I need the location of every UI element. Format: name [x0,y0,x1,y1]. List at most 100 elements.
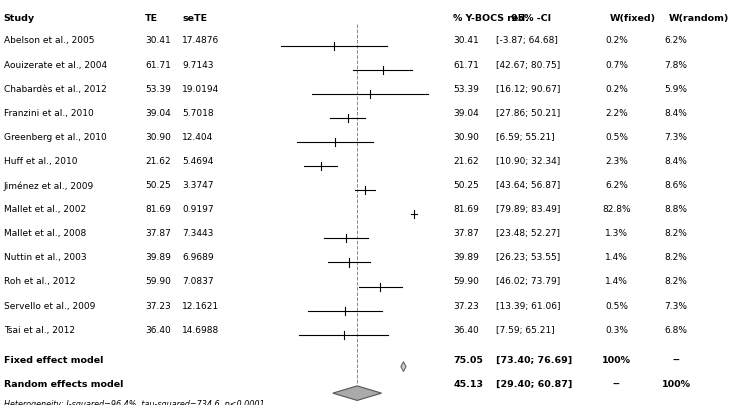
Text: Heterogeneity: I-squared=96.4%, tau-squared=734.6, p<0.0001: Heterogeneity: I-squared=96.4%, tau-squa… [4,400,265,405]
Text: 1.3%: 1.3% [606,229,628,238]
Text: [29.40; 60.87]: [29.40; 60.87] [496,380,573,389]
Text: 30.41: 30.41 [145,36,171,45]
Polygon shape [333,386,381,401]
Text: [6.59; 55.21]: [6.59; 55.21] [496,133,555,142]
Text: 39.04: 39.04 [145,109,171,118]
Text: 1.4%: 1.4% [606,254,628,262]
Text: Franzini et al., 2010: Franzini et al., 2010 [4,109,94,118]
Text: 59.90: 59.90 [145,277,171,286]
Text: 6.2%: 6.2% [606,181,628,190]
Text: TE: TE [145,14,158,23]
Text: 3.3747: 3.3747 [182,181,213,190]
Text: 50.25: 50.25 [145,181,171,190]
Text: 7.3%: 7.3% [665,301,687,311]
Text: --: -- [672,356,680,365]
Text: 6.2%: 6.2% [665,36,687,45]
Text: Fixed effect model: Fixed effect model [4,356,103,365]
Text: 75.05: 75.05 [453,356,483,365]
Text: Random effects model: Random effects model [4,380,123,389]
Text: Servello et al., 2009: Servello et al., 2009 [4,301,95,311]
Text: 8.6%: 8.6% [665,181,687,190]
Text: 2.3%: 2.3% [606,157,628,166]
Text: 45.13: 45.13 [453,380,483,389]
Text: 8.2%: 8.2% [665,254,687,262]
Text: 7.8%: 7.8% [665,61,687,70]
Text: 21.62: 21.62 [145,157,170,166]
Text: [23.48; 52.27]: [23.48; 52.27] [496,229,560,238]
Text: 7.3443: 7.3443 [182,229,213,238]
Text: 37.87: 37.87 [145,229,171,238]
Text: Abelson et al., 2005: Abelson et al., 2005 [4,36,94,45]
Text: 7.0837: 7.0837 [182,277,214,286]
Text: [7.59; 65.21]: [7.59; 65.21] [496,326,555,335]
Text: 8.4%: 8.4% [665,157,687,166]
Text: 100%: 100% [602,356,632,365]
Text: Study: Study [4,14,35,23]
Text: Nuttin et al., 2003: Nuttin et al., 2003 [4,254,86,262]
Text: 39.89: 39.89 [145,254,171,262]
Text: 5.7018: 5.7018 [182,109,214,118]
Text: Greenberg et al., 2010: Greenberg et al., 2010 [4,133,106,142]
Text: Chabardès et al., 2012: Chabardès et al., 2012 [4,85,106,94]
Text: 8.8%: 8.8% [665,205,687,214]
Text: 8.2%: 8.2% [665,277,687,286]
Text: Mallet et al., 2002: Mallet et al., 2002 [4,205,86,214]
Text: 5.4694: 5.4694 [182,157,213,166]
Text: 95% -CI: 95% -CI [511,14,551,23]
Text: 39.89: 39.89 [453,254,479,262]
Text: 19.0194: 19.0194 [182,85,219,94]
Text: --: -- [613,380,620,389]
Text: [73.40; 76.69]: [73.40; 76.69] [496,356,573,365]
Text: 0.7%: 0.7% [606,61,628,70]
Text: 81.69: 81.69 [453,205,479,214]
Text: 7.3%: 7.3% [665,133,687,142]
Text: [26.23; 53.55]: [26.23; 53.55] [496,254,560,262]
Text: 17.4876: 17.4876 [182,36,219,45]
Text: 61.71: 61.71 [145,61,171,70]
Text: 59.90: 59.90 [453,277,479,286]
Text: Huff et al., 2010: Huff et al., 2010 [4,157,77,166]
Text: [16.12; 90.67]: [16.12; 90.67] [496,85,561,94]
Text: [13.39; 61.06]: [13.39; 61.06] [496,301,561,311]
Text: 1.4%: 1.4% [606,277,628,286]
Text: [10.90; 32.34]: [10.90; 32.34] [496,157,560,166]
Text: 21.62: 21.62 [453,157,478,166]
Text: 81.69: 81.69 [145,205,171,214]
Text: 30.90: 30.90 [453,133,479,142]
Text: [79.89; 83.49]: [79.89; 83.49] [496,205,561,214]
Text: 61.71: 61.71 [453,61,479,70]
Text: 14.6988: 14.6988 [182,326,219,335]
Polygon shape [401,362,406,371]
Text: 37.87: 37.87 [453,229,479,238]
Text: [42.67; 80.75]: [42.67; 80.75] [496,61,560,70]
Text: 53.39: 53.39 [453,85,479,94]
Text: 30.41: 30.41 [453,36,479,45]
Text: 6.8%: 6.8% [665,326,687,335]
Text: 0.9197: 0.9197 [182,205,214,214]
Text: 36.40: 36.40 [145,326,171,335]
Text: 37.23: 37.23 [453,301,479,311]
Text: 0.2%: 0.2% [606,36,628,45]
Text: Tsai et al., 2012: Tsai et al., 2012 [4,326,75,335]
Text: 6.9689: 6.9689 [182,254,214,262]
Text: 9.7143: 9.7143 [182,61,213,70]
Text: Aouizerate et al., 2004: Aouizerate et al., 2004 [4,61,107,70]
Text: 50.25: 50.25 [453,181,479,190]
Text: 0.3%: 0.3% [606,326,628,335]
Text: 0.2%: 0.2% [606,85,628,94]
Text: 82.8%: 82.8% [603,205,631,214]
Text: 53.39: 53.39 [145,85,171,94]
Text: W(fixed): W(fixed) [609,14,655,23]
Text: 2.2%: 2.2% [606,109,628,118]
Text: 12.1621: 12.1621 [182,301,219,311]
Text: 39.04: 39.04 [453,109,479,118]
Text: [-3.87; 64.68]: [-3.87; 64.68] [496,36,558,45]
Text: 12.404: 12.404 [182,133,213,142]
Text: 100%: 100% [661,380,691,389]
Text: % Y-BOCS red.: % Y-BOCS red. [453,14,529,23]
Text: Roh et al., 2012: Roh et al., 2012 [4,277,75,286]
Text: Jiménez et al., 2009: Jiménez et al., 2009 [4,181,94,190]
Text: 8.2%: 8.2% [665,229,687,238]
Text: W(random): W(random) [669,14,729,23]
Text: 0.5%: 0.5% [606,301,628,311]
